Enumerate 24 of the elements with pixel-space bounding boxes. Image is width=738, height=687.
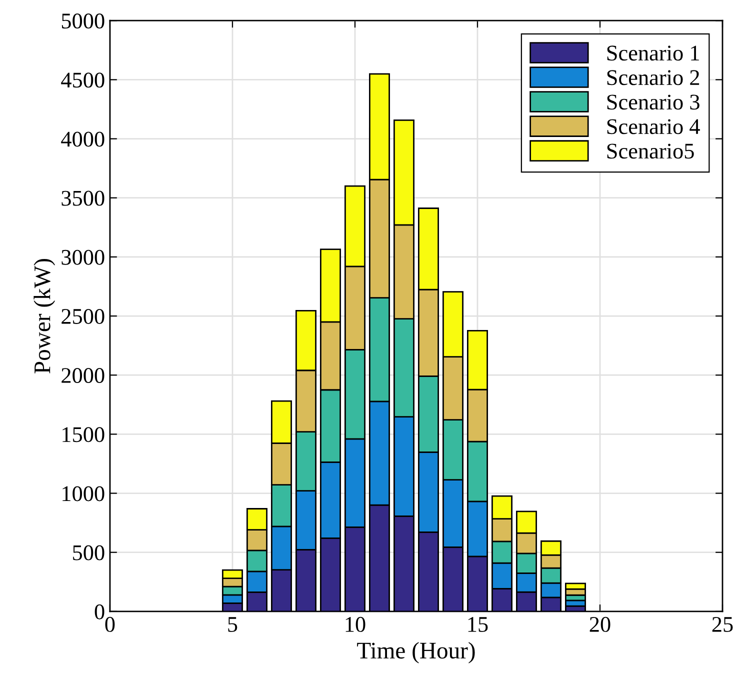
x-tick-label: 5 [228,617,238,632]
legend-label: Scenario 3 [607,94,700,110]
y-tick-label: 2000 [62,368,104,384]
x-tick-label: 15 [468,617,488,632]
x-tick-label: 20 [590,616,610,632]
y-tick-label: 4000 [61,132,104,147]
legend-label: Scenario 1 [607,46,699,61]
y-axis-title: Power (kW) [34,259,56,374]
y-tick-label: 5000 [62,14,104,29]
legend-label: Scenario 2 [607,70,700,86]
y-tick-label: 500 [73,545,104,560]
y-tick-label: 2500 [62,308,104,324]
x-tick-label: 10 [346,616,366,632]
x-axis-title: Time (Hour) [357,642,475,664]
y-tick-label: 0 [94,604,104,620]
x-tick-label: 25 [712,616,733,632]
x-tick-label: 0 [105,616,115,632]
legend-label: Scenario5 [607,144,694,159]
y-tick-label: 1500 [62,427,104,442]
y-tick-label: 1000 [62,486,104,502]
y-tick-label: 4500 [61,72,104,88]
legend-label: Scenario 4 [607,119,700,134]
y-tick-label: 3500 [62,190,104,206]
y-tick-label: 3000 [62,250,104,265]
